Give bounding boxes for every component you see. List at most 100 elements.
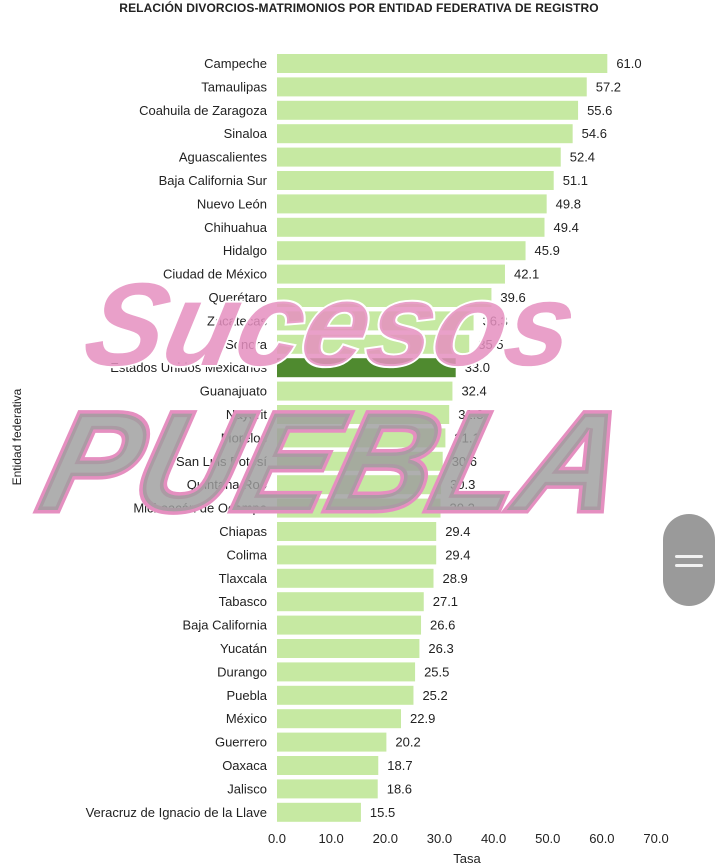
category-label: Yucatán xyxy=(220,641,267,656)
category-label: Chihuahua xyxy=(204,220,268,235)
category-label: Nuevo León xyxy=(197,196,267,211)
data-label: 29.4 xyxy=(445,524,470,539)
category-label: Ciudad de México xyxy=(163,267,267,282)
category-label: Quintana Roo xyxy=(187,477,267,492)
bar xyxy=(277,241,526,261)
bar xyxy=(277,732,387,752)
data-label: 20.2 xyxy=(395,735,420,750)
category-label: Campeche xyxy=(204,56,267,71)
floating-menu-button[interactable] xyxy=(663,514,715,606)
data-label: 30.6 xyxy=(452,454,477,469)
data-label: 31.1 xyxy=(454,430,479,445)
bar xyxy=(277,405,450,424)
category-label: Nayarit xyxy=(226,407,268,422)
category-label: Tabasco xyxy=(219,594,267,609)
data-label: 27.1 xyxy=(433,594,458,609)
category-label: México xyxy=(226,711,267,726)
bar xyxy=(277,545,437,565)
category-label: Durango xyxy=(217,664,267,679)
category-label: Morelos xyxy=(221,430,268,445)
data-label: 33.0 xyxy=(465,360,490,375)
data-label: 29.4 xyxy=(445,547,470,562)
category-label: Colima xyxy=(227,547,268,562)
data-label: 25.2 xyxy=(422,688,447,703)
data-label: 45.9 xyxy=(535,243,560,258)
category-label: Sinaloa xyxy=(224,126,268,141)
category-label: Tamaulipas xyxy=(201,79,267,94)
data-label: 28.9 xyxy=(442,571,467,586)
data-label: 39.6 xyxy=(500,290,525,305)
bar xyxy=(277,171,554,190)
category-label: San Luis Potosí xyxy=(176,454,267,469)
data-label: 49.8 xyxy=(556,196,581,211)
x-tick-label: 10.0 xyxy=(318,831,343,846)
data-label: 36.3 xyxy=(483,313,508,328)
category-label: Baja California Sur xyxy=(159,173,268,188)
data-label: 30.2 xyxy=(450,501,475,516)
category-label: Chiapas xyxy=(219,524,267,539)
bar xyxy=(277,685,414,705)
data-label: 22.9 xyxy=(410,711,435,726)
y-axis-label: Entidad federativa xyxy=(10,388,24,486)
category-label: Veracruz de Ignacio de la Llave xyxy=(86,805,267,820)
data-label: 32.4 xyxy=(461,384,486,399)
bar xyxy=(277,709,402,729)
bar-highlight xyxy=(277,358,456,378)
data-label: 18.7 xyxy=(387,758,412,773)
category-label: Hidalgo xyxy=(223,243,267,258)
bar xyxy=(277,288,492,307)
bar xyxy=(277,522,437,541)
category-label: Guerrero xyxy=(215,735,267,750)
bar xyxy=(277,756,379,775)
chart-title: RELACIÓN DIVORCIOS-MATRIMONIOS POR ENTID… xyxy=(119,1,599,15)
bar xyxy=(277,451,443,471)
x-tick-label: 60.0 xyxy=(589,831,614,846)
data-label: 55.6 xyxy=(587,103,612,118)
bar xyxy=(277,100,579,120)
data-label: 30.3 xyxy=(450,477,475,492)
bar xyxy=(277,568,434,588)
data-label: 26.6 xyxy=(430,618,455,633)
bar xyxy=(277,147,561,167)
bar xyxy=(277,217,545,237)
category-label: Tlaxcala xyxy=(219,571,268,586)
data-label: 49.4 xyxy=(554,220,579,235)
data-label: 61.0 xyxy=(616,56,641,71)
data-label: 31.8 xyxy=(458,407,483,422)
bar xyxy=(277,77,587,97)
category-label: Querétaro xyxy=(208,290,267,305)
category-label: Baja California xyxy=(182,618,267,633)
x-tick-label: 40.0 xyxy=(481,831,506,846)
bar xyxy=(277,311,474,331)
data-label: 26.3 xyxy=(428,641,453,656)
bar xyxy=(277,615,422,635)
category-label: Sonora xyxy=(225,337,268,352)
bar xyxy=(277,475,442,495)
category-label: Puebla xyxy=(227,688,268,703)
bar xyxy=(277,592,424,612)
bar xyxy=(277,381,453,401)
data-label: 35.5 xyxy=(478,337,503,352)
category-label: Estados Unidos Mexicanos xyxy=(110,360,267,375)
data-label: 51.1 xyxy=(563,173,588,188)
data-label: 42.1 xyxy=(514,267,539,282)
bar xyxy=(277,264,505,284)
x-axis-label: Tasa xyxy=(453,851,481,866)
category-label: Oaxaca xyxy=(222,758,268,773)
bar xyxy=(277,194,547,214)
x-tick-label: 0.0 xyxy=(268,831,286,846)
data-label: 25.5 xyxy=(424,664,449,679)
bar xyxy=(277,334,470,354)
bar xyxy=(277,779,378,799)
bar xyxy=(277,124,573,144)
x-tick-label: 50.0 xyxy=(535,831,560,846)
data-label: 52.4 xyxy=(570,150,595,165)
category-label: Aguascalientes xyxy=(179,150,268,165)
bar xyxy=(277,54,608,73)
data-label: 18.6 xyxy=(387,781,412,796)
bar xyxy=(277,662,416,682)
category-label: Jalisco xyxy=(227,781,267,796)
bar xyxy=(277,428,446,448)
bar xyxy=(277,802,361,822)
